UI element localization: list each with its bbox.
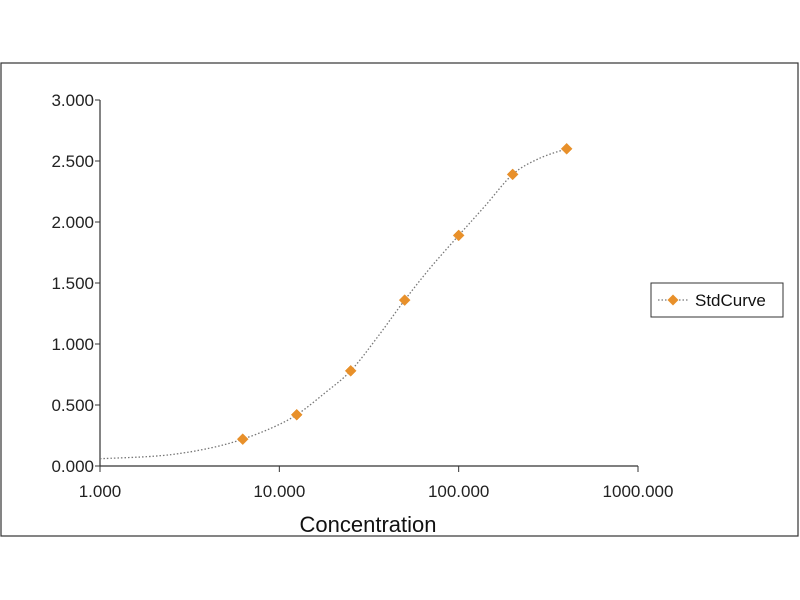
x-axis-title: Concentration <box>300 512 437 537</box>
axes <box>95 99 639 472</box>
legend: StdCurve <box>650 282 784 318</box>
tick-labels: 0.000 0.500 1.000 1.500 2.000 2.500 3.000 1.000… <box>51 91 673 501</box>
y-tick-label: 2.000 <box>51 213 94 232</box>
data-markers <box>236 142 573 446</box>
data-point-diamond <box>398 294 411 306</box>
data-point-diamond <box>344 364 357 377</box>
data-point-diamond <box>236 433 249 446</box>
legend-label-stdcurve: StdCurve <box>695 291 766 310</box>
legend-marker-diamond <box>667 294 679 306</box>
x-tick-label: 10.000 <box>253 482 305 501</box>
x-tick-label: 1000.000 <box>603 482 674 501</box>
x-tick-label: 100.000 <box>428 482 489 501</box>
data-point-diamond <box>452 229 465 242</box>
y-tick-label: 0.500 <box>51 396 94 415</box>
data-point-diamond <box>506 168 519 181</box>
y-tick-label: 2.500 <box>51 152 94 171</box>
y-tick-label: 1.000 <box>51 335 94 354</box>
x-tick-label: 1.000 <box>79 482 122 501</box>
data-point-diamond <box>560 142 573 155</box>
data-point-diamond <box>290 408 303 421</box>
y-tick-label: 3.000 <box>51 91 94 110</box>
y-tick-label: 1.500 <box>51 274 94 293</box>
y-tick-label: 0.000 <box>51 457 94 476</box>
